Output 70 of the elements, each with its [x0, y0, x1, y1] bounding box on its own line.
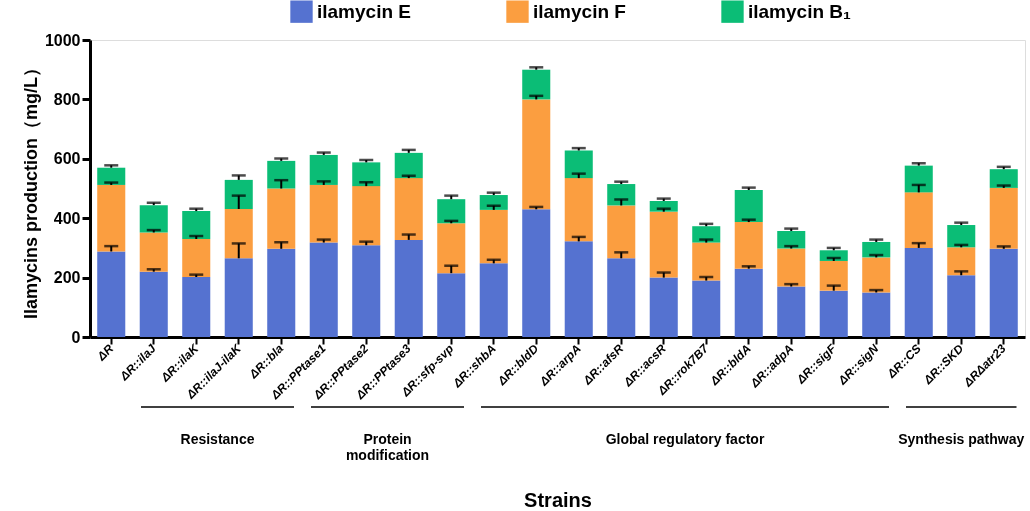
bar [904, 165, 933, 193]
bar [904, 192, 933, 248]
bar [182, 277, 211, 337]
bar [267, 248, 296, 337]
bar [139, 205, 168, 233]
bar [862, 292, 891, 337]
bar [224, 258, 253, 337]
bar [692, 226, 721, 243]
bar [522, 209, 551, 337]
y-axis-title: Ilamycins production（mg/L） [20, 58, 41, 320]
bar [692, 242, 721, 281]
bar [819, 260, 848, 291]
legend-label: ilamycin B₁ [748, 0, 852, 22]
bar [649, 277, 678, 337]
legend-label: ilamycin F [533, 0, 626, 22]
text: Global regulatory factor [605, 431, 765, 447]
text: Protein modification [345, 431, 430, 463]
bar [819, 290, 848, 337]
bar [309, 242, 338, 337]
text: Resistance [180, 431, 255, 447]
bar [989, 169, 1018, 188]
bar [394, 152, 423, 179]
y-tick-label: 400 [53, 209, 81, 227]
y-tick-label: 600 [53, 150, 81, 168]
bar [607, 205, 636, 259]
bar [182, 211, 211, 239]
bar [394, 239, 423, 337]
text: Synthesis pathway [898, 431, 1025, 447]
x-tick-label: ΔR [93, 341, 117, 364]
y-tick-label: 800 [53, 90, 81, 108]
bar [734, 222, 763, 269]
bar [777, 230, 806, 249]
bar [777, 286, 806, 337]
bar [947, 225, 976, 248]
bar [437, 273, 466, 337]
x-axis-title: Strains [524, 489, 592, 511]
y-tick-label: 200 [53, 269, 81, 287]
bar [777, 248, 806, 287]
bar [182, 238, 211, 278]
bar [692, 280, 721, 337]
y-tick-label: 1000 [44, 31, 81, 49]
bar [139, 232, 168, 272]
bar [97, 184, 126, 252]
bar [267, 160, 296, 189]
bar [352, 162, 381, 187]
bar [734, 268, 763, 337]
y-tick-label: 0 [71, 328, 81, 346]
bar [309, 184, 338, 243]
bar [224, 208, 253, 259]
legend-label: ilamycin E [317, 0, 411, 22]
bar [989, 248, 1018, 337]
bar [989, 187, 1018, 249]
bar [522, 69, 551, 100]
bar [437, 223, 466, 274]
bar [607, 184, 636, 206]
bar [97, 251, 126, 337]
bar [734, 189, 763, 223]
bar [947, 247, 976, 276]
bar [607, 258, 636, 337]
bar [394, 178, 423, 240]
bar [564, 150, 593, 179]
bar [564, 178, 593, 242]
bar [862, 241, 891, 258]
bar [267, 188, 296, 249]
bar [522, 99, 551, 210]
bar [309, 154, 338, 185]
bar [862, 257, 891, 293]
bar [139, 271, 168, 337]
bar [97, 167, 126, 185]
bar [649, 211, 678, 278]
